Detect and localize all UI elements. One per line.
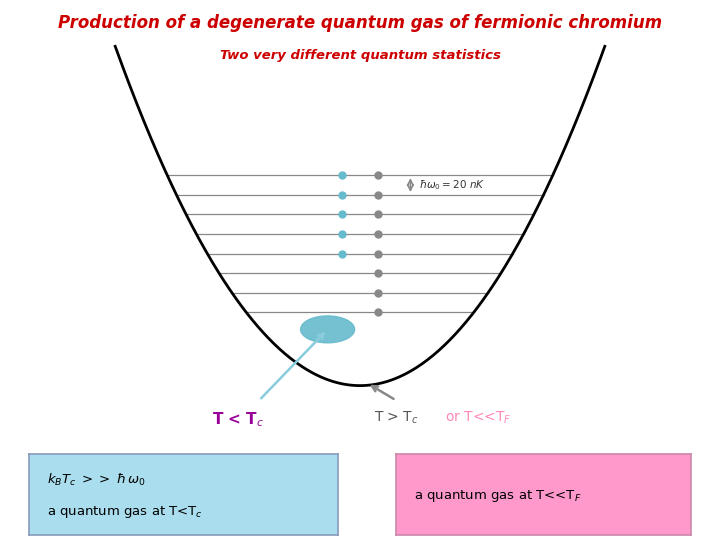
Ellipse shape (301, 316, 355, 343)
Text: Two very different quantum statistics: Two very different quantum statistics (220, 49, 500, 62)
Text: $k_B T_c\ >>\ \hbar\, \omega_0$: $k_B T_c\ >>\ \hbar\, \omega_0$ (48, 471, 146, 488)
Text: $\hbar\omega_0 = 20\ nK$: $\hbar\omega_0 = 20\ nK$ (419, 178, 485, 192)
Text: Production of a degenerate quantum gas of fermionic chromium: Production of a degenerate quantum gas o… (58, 14, 662, 31)
Text: T > T$_c$: T > T$_c$ (374, 410, 418, 427)
Text: T < T$_c$: T < T$_c$ (212, 410, 264, 429)
Text: or T<<T$_F$: or T<<T$_F$ (446, 410, 512, 427)
Text: a quantum gas at T<T$_c$: a quantum gas at T<T$_c$ (48, 504, 203, 520)
Text: a quantum gas at T<<T$_F$: a quantum gas at T<<T$_F$ (414, 488, 581, 504)
